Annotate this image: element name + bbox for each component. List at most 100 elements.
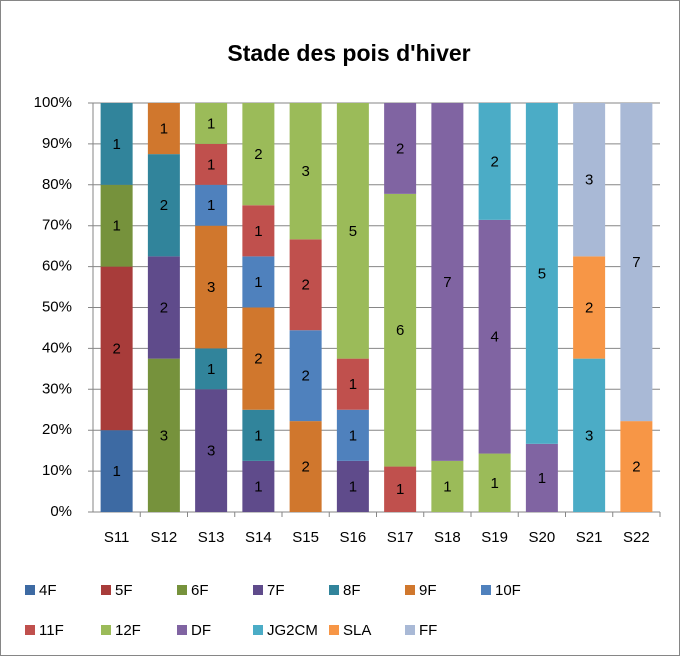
data-label: 3 [301,163,309,180]
y-tick-label: 30% [42,380,72,397]
bar-segment [384,466,417,512]
x-tick-label: S12 [151,529,178,546]
legend-swatch [177,625,187,635]
x-tick-label: S16 [340,529,367,546]
bar-segment [147,256,180,359]
bar-segment [242,205,275,257]
data-label: 1 [207,361,215,378]
bar-segment [100,184,133,267]
data-label: 1 [443,478,451,495]
data-label: 2 [254,351,262,368]
data-label: 1 [396,481,404,498]
x-tick-label: S18 [434,529,461,546]
data-label: 2 [160,299,168,316]
data-label: 5 [349,223,357,240]
y-tick-label: 80% [42,176,72,193]
legend-label: 8F [343,582,361,599]
bar-segment [195,143,228,185]
legend-label: 6F [191,582,209,599]
x-tick-label: S13 [198,529,225,546]
legend-label: 11F [39,622,64,639]
data-label: 3 [160,427,168,444]
legend-swatch [253,585,263,595]
x-tick-label: S20 [529,529,556,546]
data-label: 2 [160,197,168,214]
legend-swatch [329,625,339,635]
bar-segment [242,103,275,206]
legend-swatch [329,585,339,595]
bar-segment [620,103,653,422]
legend-swatch [101,585,111,595]
data-label: 2 [301,368,309,385]
bar-segment [289,103,322,240]
x-tick-label: S17 [387,529,414,546]
bar-segment [431,460,464,512]
data-label: 1 [207,197,215,214]
chart-title: Stade des pois d'hiver [227,40,470,66]
bar-segment [289,330,322,422]
bar-segment [242,256,275,308]
data-label: 2 [254,146,262,163]
data-label: 2 [585,299,593,316]
data-label: 1 [349,478,357,495]
legend-label: 7F [267,582,285,599]
x-tick-label: S11 [104,529,130,546]
y-tick-label: 10% [42,462,72,479]
x-tick-label: S14 [245,529,272,546]
data-label: 1 [254,274,262,291]
bar-segment [384,103,417,194]
bar-segment [195,348,228,390]
data-label: 3 [585,172,593,189]
data-label: 1 [254,478,262,495]
data-label: 1 [207,156,215,173]
data-label: 1 [254,427,262,444]
legend-swatch [177,585,187,595]
bar-segment [573,358,606,512]
bar-segment [100,103,133,185]
y-tick-label: 50% [42,298,72,315]
bar-segment [384,193,417,467]
data-label: 2 [301,277,309,294]
y-tick-label: 90% [42,135,72,152]
bar-segment [573,256,606,359]
y-tick-label: 20% [42,421,72,438]
legend-label: DF [191,622,211,639]
bar-segment [336,358,369,410]
data-label: 2 [396,140,404,157]
data-label: 4 [490,329,498,346]
bar-segment [431,103,464,461]
data-label: 3 [207,279,215,296]
legend-swatch [253,625,263,635]
legend-label: 5F [115,582,133,599]
legend-swatch [481,585,491,595]
bar-segment [147,358,180,512]
bar-segment [147,103,180,155]
data-label: 7 [632,254,640,271]
data-label: 1 [490,475,498,492]
data-label: 3 [207,443,215,460]
data-label: 3 [585,427,593,444]
y-tick-label: 60% [42,258,72,275]
data-label: 1 [160,121,168,138]
data-label: 1 [254,223,262,240]
legend-swatch [25,625,35,635]
bar-segment [195,225,228,349]
data-label: 1 [112,136,120,153]
legend-label: 10F [495,582,521,599]
bar-segment [478,219,511,454]
bar-segment [289,239,322,331]
y-tick-label: 100% [34,94,72,111]
bar-segment [195,103,228,144]
bar-segment [573,103,606,257]
y-tick-label: 0% [50,503,72,520]
data-label: 2 [112,340,120,357]
legend-label: 12F [115,622,141,639]
data-label: 6 [396,322,404,339]
bar-segment [100,266,133,431]
legend-swatch [25,585,35,595]
data-label: 1 [349,376,357,393]
data-label: 2 [301,459,309,476]
bar-segment [336,409,369,461]
data-label: 5 [538,265,546,282]
